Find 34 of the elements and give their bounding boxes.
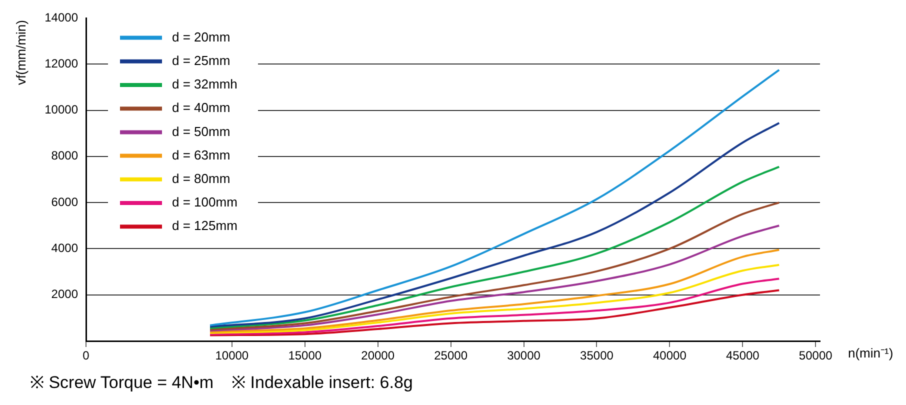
legend-label: d = 50mm xyxy=(172,124,230,139)
x-tick-label: 25000 xyxy=(434,348,468,363)
y-axis-title: vf(mm/min) xyxy=(14,20,29,85)
legend-label: d = 20mm xyxy=(172,29,230,44)
line-series xyxy=(209,264,780,334)
y-tick-label: 6000 xyxy=(51,194,78,209)
y-tick-label: 8000 xyxy=(51,148,78,163)
x-tick-label: 35000 xyxy=(580,348,614,363)
text: ※ Screw Torque = 4N•m xyxy=(30,372,214,393)
legend-label: d = 63mm xyxy=(172,147,230,162)
y-tick-label: 4000 xyxy=(51,241,78,256)
legend-label: d = 40mm xyxy=(172,100,230,116)
legend-label: d = 100mm xyxy=(172,194,238,210)
legend-label: d = 80mm xyxy=(172,170,230,186)
x-tick-label: 0 xyxy=(82,348,90,363)
x-axis-title: n(min⁻¹) xyxy=(848,346,894,361)
y-tick-label: 10000 xyxy=(44,102,78,117)
line-series xyxy=(209,278,780,336)
x-tick-label: 45000 xyxy=(726,348,760,363)
x-tick-label: 10000 xyxy=(215,348,249,363)
y-tick-label: 2000 xyxy=(51,287,78,302)
x-tick-label: 30000 xyxy=(507,348,541,363)
legend-label: d = 25mm xyxy=(172,52,230,68)
y-tick-label: 12000 xyxy=(44,56,78,70)
legend-label: d = 32mmh xyxy=(172,76,238,92)
x-tick-label: 15000 xyxy=(288,348,322,363)
text: ※ Indexable insert: 6.8g xyxy=(232,372,413,393)
x-tick-label: 40000 xyxy=(653,348,687,363)
line-series xyxy=(209,289,780,336)
x-tick-label: 50000 xyxy=(798,348,833,363)
x-tick-label: 20000 xyxy=(361,348,395,363)
legend-label: d = 125mm xyxy=(172,218,238,234)
y-tick-label: 14000 xyxy=(44,10,78,24)
line-series xyxy=(209,248,780,333)
